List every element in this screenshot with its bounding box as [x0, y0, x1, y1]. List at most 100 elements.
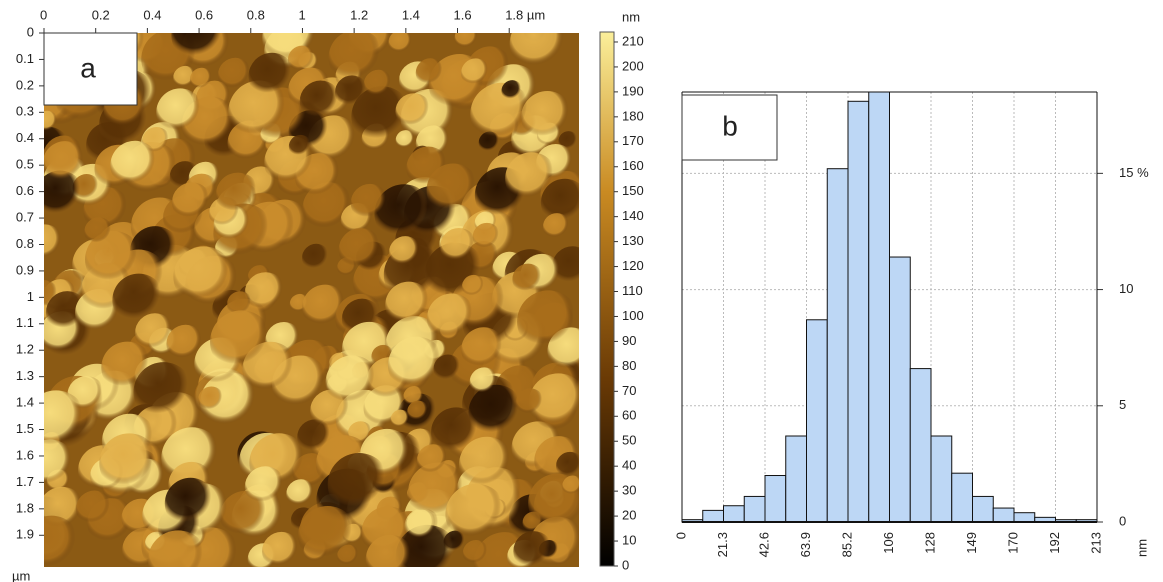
grain — [44, 141, 88, 186]
x-tick-label: 0 — [40, 7, 47, 22]
colorbar-tick-label: 120 — [622, 258, 644, 273]
grain — [171, 182, 213, 223]
grain — [44, 110, 59, 134]
colorbar-tick-label: 70 — [622, 383, 636, 398]
bar — [992, 507, 1015, 523]
bar — [868, 91, 890, 523]
grain — [521, 91, 574, 144]
grain — [461, 274, 486, 299]
colorbar-tick-label: 190 — [622, 83, 644, 98]
grain — [509, 33, 570, 74]
x-tick-label: 0.2 — [92, 7, 110, 22]
grain — [215, 172, 261, 218]
colorbar-tick-label: 180 — [622, 108, 644, 123]
grain — [387, 336, 446, 395]
grain — [374, 184, 434, 244]
x-tick-label: 0.6 — [195, 7, 213, 22]
panel-label: a — [80, 52, 96, 83]
grain — [472, 222, 502, 252]
y-tick-label: 0.7 — [16, 209, 34, 224]
y-tick-label: 0.3 — [16, 104, 34, 119]
y-tick-label: 1.3 — [16, 368, 34, 383]
colorbar-tick-label: 140 — [622, 208, 644, 223]
y-tick-label: 5 — [1119, 397, 1126, 412]
x-tick-label: 0.4 — [143, 7, 161, 22]
y-tick-label: 0.4 — [16, 130, 34, 145]
grain — [338, 228, 383, 273]
grain — [395, 130, 416, 151]
colorbar-tick-label: 150 — [622, 183, 644, 198]
y-tick-label: 0.2 — [16, 77, 34, 92]
x-tick-label: 128 — [922, 532, 937, 554]
y-tick-label: 10 — [1119, 281, 1133, 296]
grain — [84, 217, 114, 247]
x-tick-label: 42.6 — [756, 532, 771, 557]
grain — [365, 534, 415, 567]
grain — [75, 490, 114, 528]
colorbar-tick-label: 200 — [622, 58, 644, 73]
grain — [299, 80, 342, 123]
bar — [723, 505, 745, 523]
bar — [847, 100, 870, 523]
bar — [826, 168, 849, 523]
colorbar-tick-label: 170 — [622, 133, 644, 148]
x-tick-label: 21.3 — [715, 532, 730, 557]
colorbar-tick-label: 110 — [622, 283, 643, 298]
grain — [469, 367, 499, 397]
x-tick-label: 1.6 — [454, 7, 472, 22]
x-tick-label: 149 — [964, 532, 979, 554]
bar — [951, 472, 973, 523]
y-tick-label: 1.1 — [16, 315, 34, 330]
colorbar-label: nm — [622, 9, 640, 24]
grain — [327, 453, 391, 516]
grain — [454, 33, 480, 51]
x-tick-label: 0 — [673, 532, 688, 539]
colorbar-tick-label: 130 — [622, 233, 644, 248]
grain — [198, 386, 225, 413]
grain — [562, 475, 579, 497]
grain — [44, 224, 65, 264]
grain — [433, 354, 463, 384]
x-tick-label: 1.4 — [402, 7, 420, 22]
panel-label: b — [722, 110, 738, 141]
grain — [189, 67, 214, 92]
x-tick-label: 1.2 — [350, 7, 368, 22]
x-tick-label: 106 — [881, 532, 896, 554]
grain — [101, 341, 154, 394]
grain — [555, 451, 579, 481]
y-tick-label: 0.1 — [16, 51, 34, 66]
grain — [406, 509, 439, 543]
label-box — [43, 32, 138, 106]
grain — [166, 324, 205, 364]
y-tick-label: 1.8 — [16, 500, 34, 515]
y-tick-label: 0 — [1119, 513, 1126, 528]
colorbar-tick-label: 60 — [622, 408, 636, 423]
grain — [512, 263, 544, 296]
grain — [210, 310, 273, 374]
label-box — [681, 94, 778, 161]
y-tick-label: 15 % — [1119, 165, 1149, 180]
bar — [972, 495, 994, 523]
bar — [764, 475, 787, 523]
grain — [325, 355, 380, 410]
grain — [528, 373, 579, 434]
grain — [288, 134, 313, 159]
colorbar-tick-label: 20 — [622, 508, 636, 523]
grain — [390, 409, 411, 430]
colorbar — [599, 31, 615, 567]
grain — [415, 58, 445, 88]
grain — [44, 515, 82, 567]
colorbar-tick-label: 10 — [622, 532, 636, 547]
grain — [513, 531, 554, 567]
y-tick-label: 0.5 — [16, 157, 34, 172]
grain — [501, 80, 524, 102]
bar — [930, 435, 953, 523]
colorbar-tick-label: 90 — [622, 333, 636, 348]
x-tick-label: 213 — [1088, 532, 1103, 554]
grain — [350, 183, 390, 223]
grain — [328, 33, 386, 87]
grain — [468, 384, 525, 441]
x-tick-label: 192 — [1047, 532, 1062, 554]
grain — [385, 281, 433, 330]
grain — [426, 163, 481, 217]
